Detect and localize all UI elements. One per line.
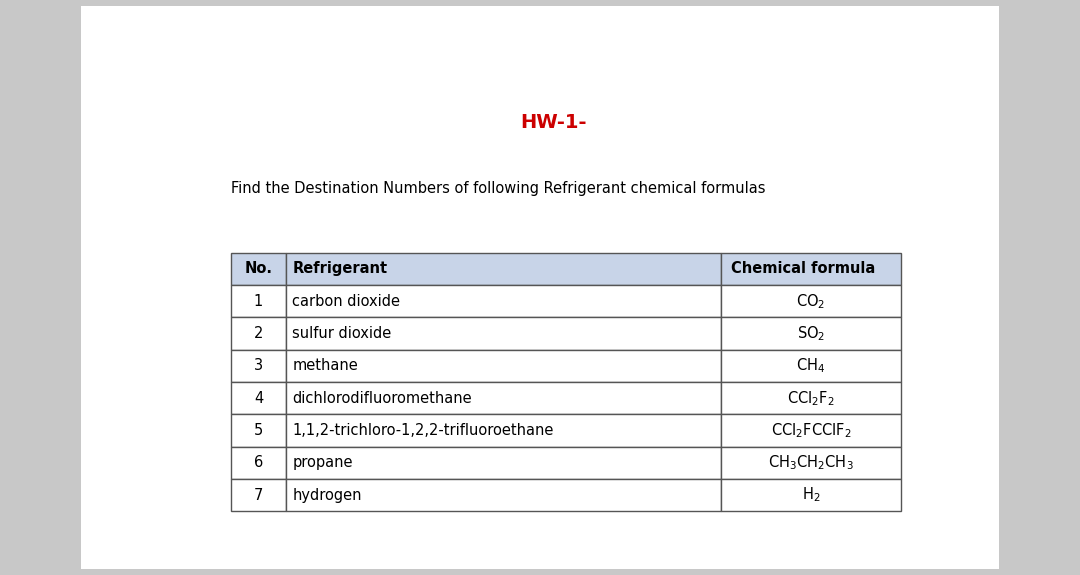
Text: 1: 1 [254, 294, 264, 309]
Bar [721, 350, 901, 382]
Bar [721, 317, 901, 350]
Text: HW-1-: HW-1- [521, 113, 586, 132]
Bar [231, 253, 285, 285]
Text: 1,1,2-trichloro-1,2,2-trifluoroethane: 1,1,2-trichloro-1,2,2-trifluoroethane [293, 423, 554, 438]
Text: Chemical formula: Chemical formula [731, 262, 875, 277]
Text: dichlorodifluoromethane: dichlorodifluoromethane [293, 390, 472, 406]
Text: SO$_2$: SO$_2$ [797, 324, 825, 343]
Bar [285, 317, 721, 350]
Bar [231, 317, 285, 350]
Text: 5: 5 [254, 423, 264, 438]
Bar [231, 415, 285, 447]
Text: Find the Destination Numbers of following Refrigerant chemical formulas: Find the Destination Numbers of followin… [231, 181, 766, 196]
Bar [285, 285, 721, 317]
Text: 6: 6 [254, 455, 264, 470]
Text: 3: 3 [254, 358, 264, 373]
Bar [721, 382, 901, 415]
Text: CH$_3$CH$_2$CH$_3$: CH$_3$CH$_2$CH$_3$ [768, 454, 853, 472]
Text: H$_2$: H$_2$ [801, 486, 820, 504]
Bar [285, 479, 721, 511]
Bar [285, 350, 721, 382]
Text: No.: No. [244, 262, 272, 277]
Text: 2: 2 [254, 326, 264, 341]
Text: methane: methane [293, 358, 359, 373]
Text: sulfur dioxide: sulfur dioxide [293, 326, 392, 341]
Bar [231, 447, 285, 479]
Text: 7: 7 [254, 488, 264, 503]
Bar [231, 382, 285, 415]
Text: Refrigerant: Refrigerant [293, 262, 388, 277]
Text: CCl$_2$F$_2$: CCl$_2$F$_2$ [787, 389, 835, 408]
Bar [285, 253, 721, 285]
Text: hydrogen: hydrogen [293, 488, 362, 503]
Text: 4: 4 [254, 390, 264, 406]
Bar [721, 415, 901, 447]
Bar [721, 285, 901, 317]
Text: propane: propane [293, 455, 353, 470]
Bar [285, 415, 721, 447]
Bar [231, 479, 285, 511]
Text: CCl$_2$FCClF$_2$: CCl$_2$FCClF$_2$ [771, 421, 851, 440]
Bar [285, 382, 721, 415]
Bar [231, 285, 285, 317]
Bar [721, 479, 901, 511]
Text: carbon dioxide: carbon dioxide [293, 294, 401, 309]
Bar [285, 447, 721, 479]
Text: CH$_4$: CH$_4$ [796, 356, 825, 375]
Bar [721, 253, 901, 285]
Text: CO$_2$: CO$_2$ [796, 292, 825, 311]
Bar [231, 350, 285, 382]
Bar [721, 447, 901, 479]
